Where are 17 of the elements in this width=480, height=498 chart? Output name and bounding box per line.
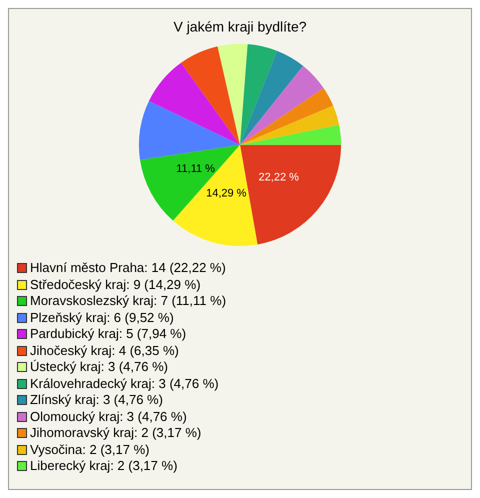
legend-label: Středočeský kraj: 9 (14,29 %) [30, 276, 201, 293]
legend-label: Moravskoslezský kraj: 7 (11,11 %) [30, 293, 226, 310]
data-label: 11,11 % [176, 163, 216, 176]
legend-label: Olomoucký kraj: 3 (4,76 %) [30, 408, 187, 425]
legend-label: Jihomoravský kraj: 2 (3,17 %) [30, 425, 202, 442]
legend-label: Jihočeský kraj: 4 (6,35 %) [30, 342, 179, 359]
legend-label: Hlavní město Praha: 14 (22,22 %) [30, 260, 226, 276]
legend-label: Královehradecký kraj: 3 (4,76 %) [30, 376, 219, 392]
data-label: 14,29 % [206, 188, 247, 200]
legend-label: Zlínský kraj: 3 (4,76 %) [30, 392, 163, 408]
legend-label: Ústecký kraj: 3 (4,76 %) [30, 359, 168, 376]
chart-title: V jakém kraji bydlíte? [173, 18, 307, 34]
legend-label: Vysočina: 2 (3,17 %) [30, 442, 150, 458]
legend-label: Pardubický kraj: 5 (7,94 %) [30, 326, 186, 342]
legend-label: Liberecký kraj: 2 (3,17 %) [30, 458, 178, 474]
legend-label: Plzeňský kraj: 6 (9,52 %) [30, 310, 174, 326]
data-label: 22,22 % [258, 171, 300, 184]
